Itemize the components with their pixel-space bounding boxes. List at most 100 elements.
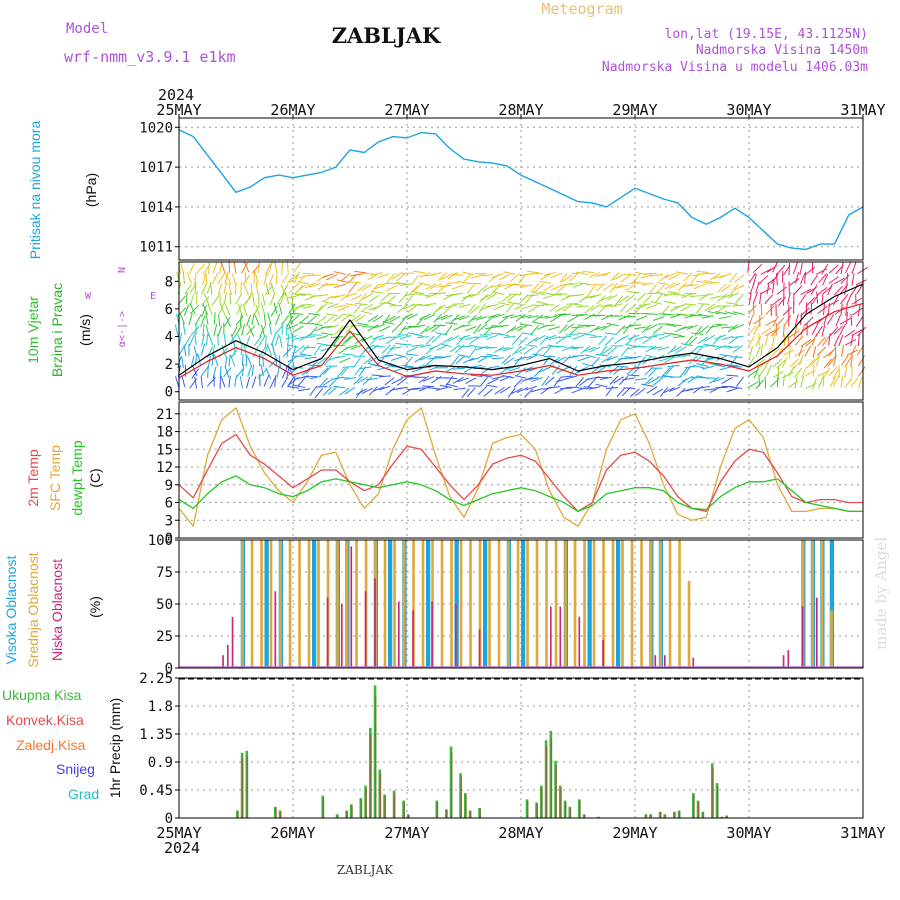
- wind-barb: [719, 346, 732, 348]
- wind-barb: [217, 325, 223, 338]
- wind-barb: [851, 273, 855, 286]
- wind-barb: [411, 332, 424, 337]
- wind-barb: [453, 387, 466, 391]
- wind-barb: [378, 336, 391, 341]
- wind-barb: [306, 315, 317, 324]
- cloud-mid-bar: [507, 540, 510, 667]
- wind-barb: [439, 355, 452, 359]
- wind-barb: [511, 325, 523, 332]
- wind-barb: [353, 357, 361, 368]
- y-tick-label: 6: [165, 302, 173, 318]
- wind-barb: [345, 303, 358, 307]
- credit-label: made by Angel: [872, 537, 890, 650]
- wind-barb: [498, 283, 511, 288]
- wind-barb: [856, 283, 864, 295]
- wind-barb: [817, 377, 824, 389]
- y-tick-label: 2.25: [139, 671, 173, 687]
- cloud-low-bar: [602, 639, 604, 667]
- wind-barb: [794, 314, 799, 326]
- wind-barb: [359, 366, 372, 370]
- wind-barb: [396, 377, 407, 386]
- wind-barb: [429, 272, 442, 276]
- wind-barb: [428, 357, 441, 360]
- wind-barb: [526, 294, 539, 297]
- wind-barb: [445, 304, 457, 309]
- wind-barb: [266, 344, 273, 357]
- wind-barb: [587, 284, 596, 296]
- wind-barb: [572, 355, 585, 357]
- wind-barb: [213, 354, 219, 367]
- wind-barb: [297, 375, 309, 380]
- wind-barb: [565, 283, 578, 286]
- wind-barb: [477, 355, 489, 363]
- wind-barb: [281, 376, 289, 388]
- wind-barb: [816, 291, 819, 304]
- wind-barb: [350, 273, 363, 277]
- wind-barb: [664, 292, 677, 297]
- wind-barb: [184, 283, 192, 295]
- wind-barb: [625, 304, 636, 313]
- wind-barb: [494, 386, 505, 395]
- wind-barb: [519, 273, 532, 277]
- wind-barb: [356, 283, 368, 292]
- wind-barb: [350, 344, 362, 350]
- precip-convective-bar: [541, 788, 543, 818]
- wind-barb: [530, 388, 543, 393]
- x-day-label: 30MAY: [726, 101, 771, 119]
- wind-barb: [386, 295, 396, 305]
- cloud-mid-bar: [602, 540, 605, 667]
- wind-barb: [575, 377, 584, 388]
- x-day-label: 30MAY: [726, 824, 771, 842]
- wind-barb: [572, 334, 585, 340]
- wind-barb: [583, 332, 596, 337]
- wind-barb: [732, 311, 745, 316]
- wind-barb: [205, 312, 209, 325]
- wind-barb: [483, 388, 494, 397]
- wind-barb: [231, 326, 238, 338]
- wind-barb: [508, 367, 521, 372]
- wind-barb: [212, 261, 218, 274]
- wind-barb: [322, 386, 332, 396]
- wind-barb: [771, 334, 776, 347]
- cloud-low-bar: [431, 601, 433, 667]
- wind-barb: [697, 303, 710, 305]
- wind-barb: [542, 346, 551, 357]
- wind-barb: [503, 271, 516, 275]
- wind-barb: [727, 324, 738, 333]
- wind-barb: [361, 387, 373, 395]
- wind-barb: [381, 344, 391, 354]
- wind-barb: [444, 324, 453, 336]
- wind-barb: [704, 303, 716, 311]
- wind-barb: [477, 284, 488, 294]
- wind-barb: [695, 280, 708, 284]
- wind-barb: [194, 282, 197, 295]
- wind-barb: [531, 321, 544, 325]
- wind-barb: [610, 271, 620, 282]
- y-axis-label: 10m Vjetar: [25, 296, 41, 364]
- precip-convective-bar: [393, 792, 396, 818]
- wind-barb: [339, 387, 350, 396]
- wind-barb: [235, 293, 243, 305]
- wind-barb: [468, 357, 481, 362]
- cloud-high-bar: [454, 540, 459, 667]
- wind-barb: [850, 354, 854, 367]
- precip-convective-bar: [384, 796, 386, 818]
- wind-barb: [269, 293, 276, 306]
- wind-barb: [727, 346, 740, 349]
- wind-barb: [752, 292, 759, 304]
- wind-barb: [533, 346, 544, 357]
- wind-barb: [752, 273, 757, 286]
- wind-barb: [487, 365, 500, 369]
- wind-barb: [640, 274, 653, 279]
- wind-barb: [250, 282, 253, 295]
- wind-barb: [603, 283, 614, 291]
- wind-barb: [775, 273, 778, 286]
- wind-barb: [299, 315, 310, 324]
- wind-barb: [371, 374, 384, 377]
- wind-barb: [223, 316, 231, 328]
- wind-barb: [614, 295, 623, 306]
- model-elevation-label: Nadmorska Visina u modelu 1406.03m: [602, 60, 868, 75]
- footer-station: ZABLJAK: [337, 863, 394, 877]
- wind-barb: [760, 343, 763, 356]
- cloud-low-bar: [350, 546, 353, 667]
